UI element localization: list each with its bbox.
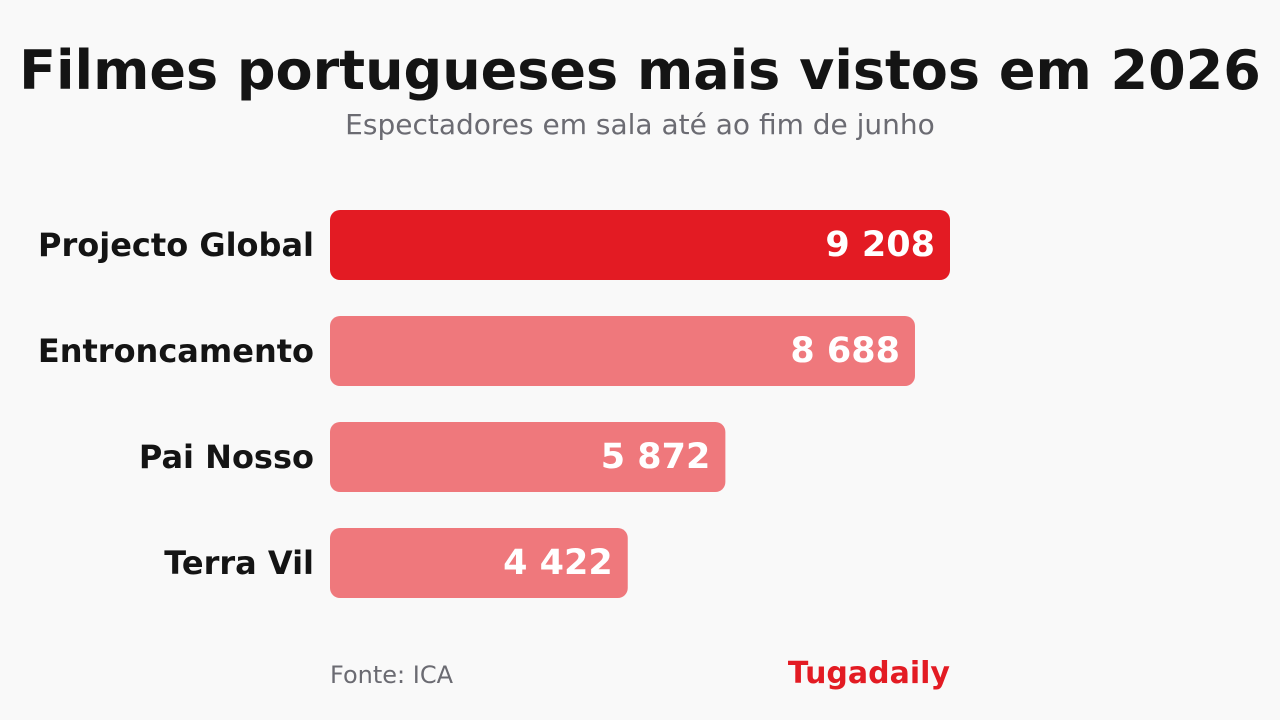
category-label: Projecto Global [38, 226, 314, 264]
value-label: 4 422 [503, 543, 613, 583]
value-label: 8 688 [790, 331, 900, 371]
value-label: 9 208 [825, 225, 935, 265]
brand-logo: Tugadaily [787, 656, 950, 691]
category-label: Entroncamento [38, 332, 314, 370]
value-label: 5 872 [601, 437, 711, 477]
bar-3 [330, 528, 628, 598]
chart-subtitle: Espectadores em sala até ao fim de junho [345, 108, 935, 141]
category-label: Terra Vil [164, 544, 314, 582]
chart-title: Filmes portugueses mais vistos em 2026 [19, 39, 1261, 102]
bar-1 [330, 316, 915, 386]
bar-0 [330, 210, 950, 280]
source-note: Fonte: ICA [330, 661, 453, 689]
category-label: Pai Nosso [139, 438, 314, 476]
bar-2 [330, 422, 726, 492]
